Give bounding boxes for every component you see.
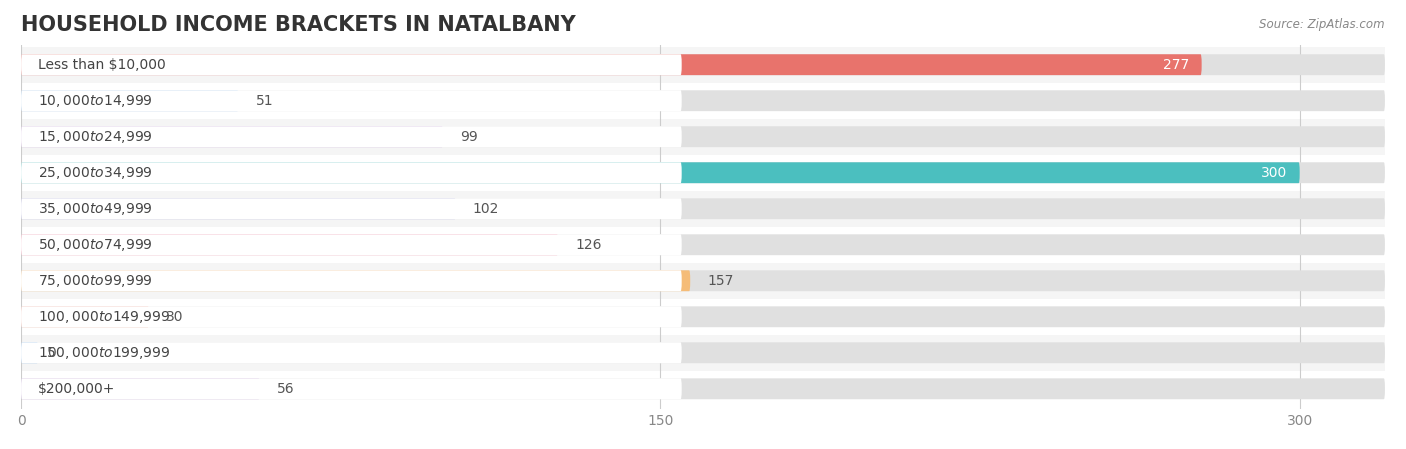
FancyBboxPatch shape [21, 90, 239, 111]
Bar [21, 83, 1385, 119]
Text: 56: 56 [277, 382, 294, 396]
Text: 102: 102 [472, 202, 499, 216]
FancyBboxPatch shape [21, 162, 1385, 183]
FancyBboxPatch shape [21, 234, 1385, 255]
Text: $150,000 to $199,999: $150,000 to $199,999 [38, 345, 170, 361]
Text: Source: ZipAtlas.com: Source: ZipAtlas.com [1260, 18, 1385, 31]
FancyBboxPatch shape [21, 342, 1385, 363]
Text: 51: 51 [256, 94, 273, 108]
Text: $15,000 to $24,999: $15,000 to $24,999 [38, 129, 153, 145]
FancyBboxPatch shape [21, 234, 682, 255]
Text: $100,000 to $149,999: $100,000 to $149,999 [38, 309, 170, 325]
Bar [21, 155, 1385, 191]
Text: 277: 277 [1163, 58, 1189, 72]
Text: 126: 126 [575, 238, 602, 252]
FancyBboxPatch shape [21, 306, 149, 327]
Text: 157: 157 [707, 274, 734, 288]
Bar [21, 263, 1385, 299]
FancyBboxPatch shape [21, 54, 1385, 75]
FancyBboxPatch shape [21, 342, 38, 363]
FancyBboxPatch shape [21, 270, 1385, 291]
Bar [21, 335, 1385, 371]
FancyBboxPatch shape [21, 379, 1385, 399]
Bar [21, 371, 1385, 407]
Bar [21, 191, 1385, 227]
FancyBboxPatch shape [21, 90, 682, 111]
FancyBboxPatch shape [21, 198, 682, 219]
FancyBboxPatch shape [21, 379, 260, 399]
FancyBboxPatch shape [21, 234, 558, 255]
Bar [21, 47, 1385, 83]
Text: $200,000+: $200,000+ [38, 382, 115, 396]
Text: $50,000 to $74,999: $50,000 to $74,999 [38, 237, 153, 253]
FancyBboxPatch shape [21, 379, 682, 399]
Text: 0: 0 [46, 346, 55, 360]
Bar [21, 119, 1385, 155]
FancyBboxPatch shape [21, 126, 1385, 147]
FancyBboxPatch shape [21, 198, 456, 219]
FancyBboxPatch shape [21, 306, 1385, 327]
Text: 99: 99 [460, 130, 478, 144]
FancyBboxPatch shape [21, 162, 1299, 183]
Text: 30: 30 [166, 310, 184, 324]
FancyBboxPatch shape [21, 306, 682, 327]
FancyBboxPatch shape [21, 270, 690, 291]
Bar [21, 227, 1385, 263]
FancyBboxPatch shape [21, 162, 682, 183]
Bar [21, 299, 1385, 335]
Text: $75,000 to $99,999: $75,000 to $99,999 [38, 273, 153, 289]
FancyBboxPatch shape [21, 54, 1202, 75]
FancyBboxPatch shape [21, 198, 1385, 219]
FancyBboxPatch shape [21, 54, 682, 75]
FancyBboxPatch shape [21, 126, 682, 147]
Text: Less than $10,000: Less than $10,000 [38, 58, 166, 72]
Text: $35,000 to $49,999: $35,000 to $49,999 [38, 201, 153, 217]
FancyBboxPatch shape [21, 90, 1385, 111]
Text: $25,000 to $34,999: $25,000 to $34,999 [38, 165, 153, 181]
Text: 300: 300 [1261, 166, 1286, 180]
FancyBboxPatch shape [21, 342, 682, 363]
Text: $10,000 to $14,999: $10,000 to $14,999 [38, 92, 153, 109]
Text: HOUSEHOLD INCOME BRACKETS IN NATALBANY: HOUSEHOLD INCOME BRACKETS IN NATALBANY [21, 15, 576, 35]
FancyBboxPatch shape [21, 270, 682, 291]
FancyBboxPatch shape [21, 126, 443, 147]
